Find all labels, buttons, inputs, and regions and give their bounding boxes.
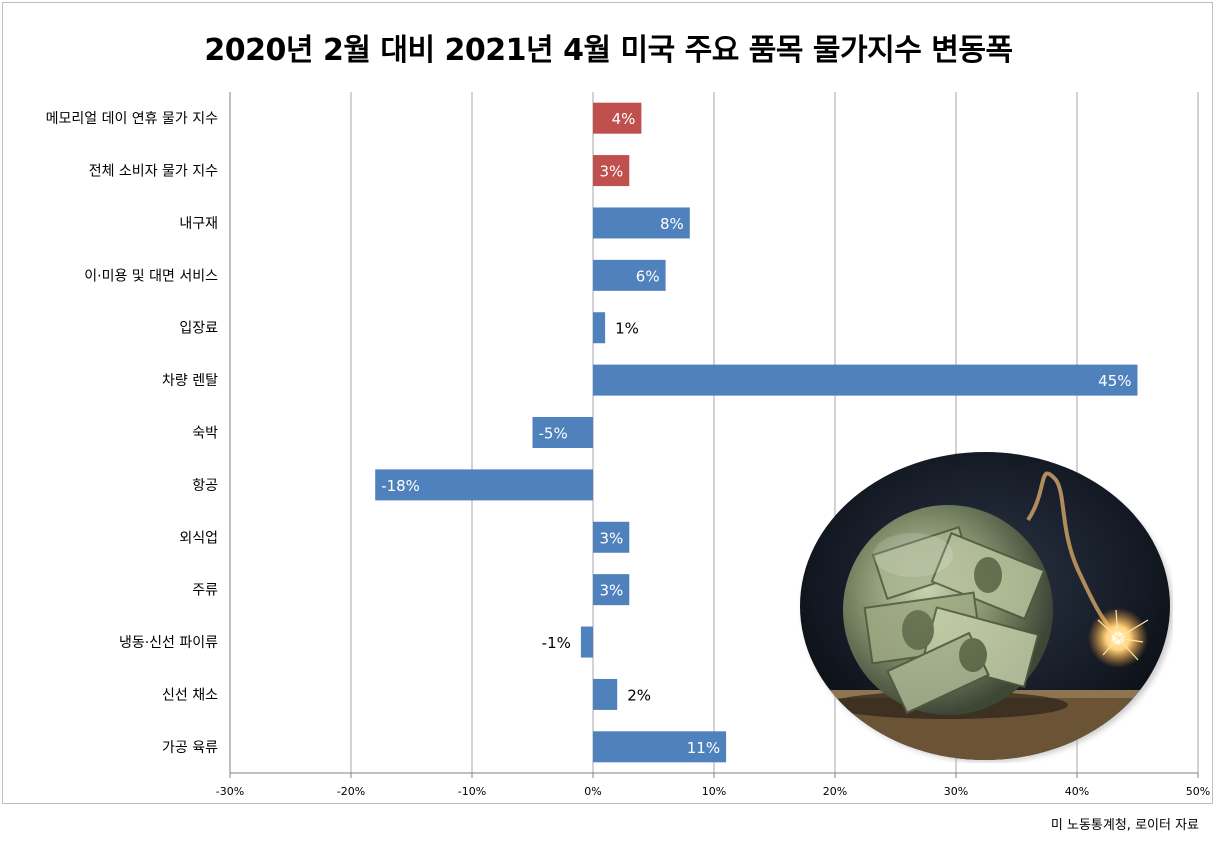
x-tick-label: 10% — [702, 785, 726, 798]
bar — [593, 678, 618, 710]
bar — [375, 469, 593, 501]
bar — [593, 102, 642, 134]
category-label: 차량 렌탈 — [162, 373, 218, 389]
category-label: 외식업 — [179, 530, 218, 546]
bar — [593, 574, 630, 606]
category-label: 주류 — [192, 583, 218, 599]
bar-chart: -30% -20% -10% 0% 10% 20% 30% 40% 50% 메모리얼 데이 연휴 … — [46, 92, 1210, 798]
category-label: 내구재 — [179, 216, 218, 232]
bar — [580, 626, 593, 658]
category-label: 전체 소비자 물가 지수 — [89, 164, 218, 180]
bar — [593, 521, 630, 553]
data-label: 8% — [660, 215, 684, 233]
source-note: 미 노동통계청, 로이터 자료 — [1050, 818, 1199, 833]
category-label: 메모리얼 데이 연휴 물가 지수 — [46, 111, 218, 127]
chart-title: 2020년 2월 대비 2021년 4월 미국 주요 품목 물가지수 변동폭 — [204, 33, 1013, 68]
data-label: 4% — [612, 110, 636, 128]
data-label: 45% — [1098, 372, 1131, 390]
x-tick-label: 40% — [1065, 785, 1089, 798]
bar — [593, 259, 666, 291]
x-tick-label: 20% — [823, 785, 847, 798]
x-tick-label: 50% — [1186, 785, 1210, 798]
category-label: 가공 육류 — [162, 740, 218, 756]
x-tick-label: 30% — [944, 785, 968, 798]
bar — [593, 364, 1138, 396]
bar — [532, 417, 593, 448]
category-label: 이·미용 및 대면 서비스 — [84, 268, 218, 284]
category-label: 숙박 — [192, 426, 218, 442]
data-label: -1% — [542, 634, 571, 652]
category-label: 신선 채소 — [162, 687, 218, 703]
x-tick-label: 0% — [584, 785, 601, 798]
x-tick-label: -10% — [458, 785, 486, 798]
bar — [593, 731, 727, 763]
data-label: 3% — [600, 163, 624, 181]
category-label: 항공 — [192, 478, 218, 494]
money-bomb-photo — [800, 452, 1173, 762]
category-label: 냉동·신선 파이류 — [119, 635, 218, 651]
chart-frame: 2020년 2월 대비 2021년 4월 미국 주요 품목 물가지수 변동폭 -… — [2, 2, 1213, 804]
data-label: -18% — [381, 477, 420, 495]
x-tick-label: -20% — [337, 785, 365, 798]
data-label: -5% — [539, 425, 568, 443]
bar — [593, 312, 606, 344]
data-label: 2% — [627, 686, 651, 704]
data-label: 11% — [687, 739, 720, 757]
data-label: 3% — [600, 582, 624, 600]
bar — [593, 207, 690, 239]
data-label: 1% — [615, 320, 639, 338]
data-label: 3% — [600, 529, 624, 547]
category-label: 입장료 — [179, 321, 218, 337]
bar — [593, 155, 630, 187]
x-tick-label: -30% — [216, 785, 244, 798]
data-label: 6% — [636, 267, 660, 285]
